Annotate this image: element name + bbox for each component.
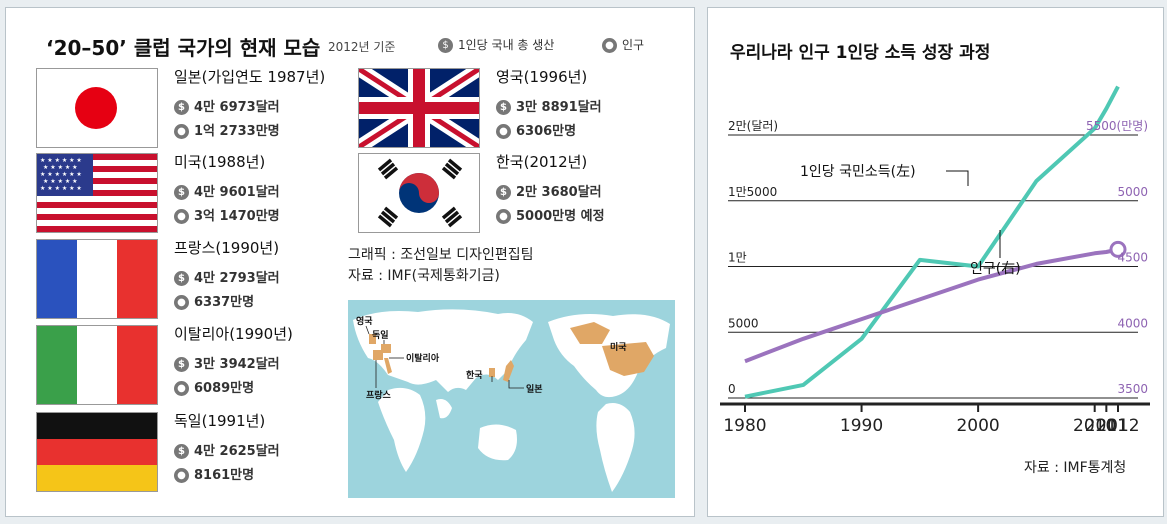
dollar-coin-icon: $ [496, 185, 511, 200]
population-series-label: 인구(右) [970, 261, 1021, 277]
country-name: 미국(1988년) [174, 153, 266, 171]
person-icon: ● [496, 209, 511, 224]
svg-text:★ ★ ★ ★ ★ ★: ★ ★ ★ ★ ★ ★ [40, 157, 82, 164]
country-germany: 독일(1991년) $4만 2625달러 ● 8161만명 [36, 412, 326, 492]
dollar-coin-icon: $ [174, 185, 189, 200]
series-line-income [744, 85, 1120, 399]
country-japan: 일본(가입연도 1987년) $4만 6973달러 ● 1억 2733만명 [36, 68, 326, 148]
map-label-japan: 일본 [526, 383, 543, 395]
country-italy: 이탈리아(1990년) $3만 3942달러 ● 6089만명 [36, 325, 326, 405]
country-gdp: 3만 8891달러 [516, 100, 602, 115]
country-gdp: 4만 2793달러 [194, 271, 280, 286]
left-axis-tick-label: 5000 [728, 316, 759, 330]
x-axis-tick-label: 1980 [723, 416, 766, 436]
world-map: 영국 독일 이탈리아 프랑스 한국 일본 미국 [348, 300, 675, 498]
chart-title: 우리나라 인구 1인당 소득 성장 과정 [730, 43, 991, 63]
right-axis-tick-label: 4000 [1117, 316, 1148, 330]
legend-gdp-label: 1인당 국내 총 생산 [458, 38, 555, 52]
legend-gdp: $1인당 국내 총 생산 [438, 36, 554, 53]
x-axis-tick-label: 2011 [1085, 416, 1128, 436]
map-label-korea: 한국 [466, 369, 483, 381]
right-axis-tick-label: 5500(만명) [1086, 119, 1148, 133]
country-gdp: 4만 6973달러 [194, 100, 280, 115]
korea-flag [358, 153, 480, 233]
dollar-coin-icon: $ [174, 100, 189, 115]
country-uk: 영국(1996년) $3만 8891달러 ● 6306만명 [358, 68, 648, 148]
right-axis-tick-label: 3500 [1117, 382, 1148, 396]
italy-flag [36, 325, 158, 405]
uk-flag [358, 68, 480, 148]
france-flag [36, 239, 158, 319]
country-name: 영국(1996년) [496, 68, 588, 86]
country-usa: ★ ★ ★ ★ ★ ★ ★ ★ ★ ★ ★ ★ ★ ★ ★ ★ ★ ★ ★ ★ ★ … [36, 153, 326, 233]
dollar-coin-icon: $ [174, 444, 189, 459]
income-label-leader [946, 170, 969, 186]
left-axis-tick-label: 1만 [728, 251, 747, 265]
country-population: 5000만명 예정 [516, 209, 605, 224]
country-population: 6306만명 [516, 124, 577, 139]
country-population: 6089만명 [194, 381, 255, 396]
country-name: 일본(가입연도 1987년) [174, 68, 326, 86]
graphic-credit: 그래픽 : 조선일보 디자인편집팀 [348, 247, 534, 263]
chart-source: 자료 : IMF통계청 [1024, 460, 1127, 476]
source-credit: 자료 : IMF(국제통화기금) [348, 268, 500, 284]
x-axis-tick-label: 1990 [840, 416, 883, 436]
dollar-coin-icon: $ [438, 38, 453, 53]
basis-note: 2012년 기준 [328, 40, 396, 54]
income-series-label: 1인당 국민소득(左) [800, 164, 916, 180]
legend-pop-label: 인구 [622, 38, 645, 52]
x-axis-tick-label: 2010 [1073, 416, 1116, 436]
svg-text:★ ★ ★ ★ ★ ★: ★ ★ ★ ★ ★ ★ [40, 185, 82, 192]
person-icon: ● [174, 295, 189, 310]
country-population: 6337만명 [194, 295, 255, 310]
right-axis-tick-label: 5000 [1117, 185, 1148, 199]
person-icon: ● [174, 209, 189, 224]
right-axis-tick-label: 4500 [1117, 251, 1148, 265]
japan-flag [36, 68, 158, 148]
countries-panel: ‘20–50’ 클럽 국가의 현재 모습 2012년 기준 $1인당 국내 총 … [5, 7, 695, 517]
left-axis-tick-label: 1만5000 [728, 185, 777, 199]
x-axis-tick-label: 2000 [956, 416, 999, 436]
country-population: 3억 1470만명 [194, 209, 280, 224]
country-france: 프랑스(1990년) $4만 2793달러 ● 6337만명 [36, 239, 326, 319]
map-label-france: 프랑스 [366, 389, 392, 401]
usa-flag: ★ ★ ★ ★ ★ ★ ★ ★ ★ ★ ★ ★ ★ ★ ★ ★ ★ ★ ★ ★ ★ … [36, 153, 158, 233]
country-population: 8161만명 [194, 468, 255, 483]
country-name: 이탈리아(1990년) [174, 325, 293, 343]
person-icon: ● [602, 38, 617, 53]
svg-text:★ ★ ★ ★ ★ ★: ★ ★ ★ ★ ★ ★ [40, 171, 82, 178]
country-name: 프랑스(1990년) [174, 239, 280, 257]
person-icon: ● [174, 124, 189, 139]
person-icon: ● [496, 124, 511, 139]
map-label-italy: 이탈리아 [406, 352, 440, 364]
population-end-marker [1109, 240, 1127, 258]
income-chart-panel: 우리나라 인구 1인당 소득 성장 과정 0 5000 1만 1만5000 2만(달러)… [707, 7, 1164, 517]
x-axis-tick-label: 2012 [1096, 416, 1139, 436]
map-label-uk: 영국 [356, 315, 373, 327]
dollar-coin-icon: $ [174, 271, 189, 286]
line-chart: 0 5000 1만 1만5000 2만(달러) 3500 4000 4500 5000 5500(… [720, 85, 1150, 436]
country-gdp: 3만 3942달러 [194, 357, 280, 372]
country-name: 한국(2012년) [496, 153, 588, 171]
map-label-usa: 미국 [610, 341, 627, 353]
svg-text:★ ★ ★ ★ ★: ★ ★ ★ ★ ★ [43, 164, 78, 171]
left-axis-tick-label: 2만(달러) [728, 119, 778, 133]
country-gdp: 2만 3680달러 [516, 185, 602, 200]
dollar-coin-icon: $ [496, 100, 511, 115]
country-name: 독일(1991년) [174, 412, 266, 430]
country-korea: 한국(2012년) $2만 3680달러 ● 5000만명 예정 [358, 153, 648, 233]
germany-flag [36, 412, 158, 492]
legend-population: ● 인구 [602, 36, 644, 53]
svg-text:★ ★ ★ ★ ★: ★ ★ ★ ★ ★ [43, 178, 78, 185]
person-icon: ● [174, 381, 189, 396]
country-gdp: 4만 2625달러 [194, 444, 280, 459]
dollar-coin-icon: $ [174, 357, 189, 372]
left-axis-tick-label: 0 [728, 382, 736, 396]
country-gdp: 4만 9601달러 [194, 185, 280, 200]
person-icon: ● [174, 468, 189, 483]
panel-title: ‘20–50’ 클럽 국가의 현재 모습 [46, 36, 321, 60]
series-line-population [744, 247, 1119, 364]
map-label-germany: 독일 [372, 329, 389, 341]
country-population: 1억 2733만명 [194, 124, 280, 139]
